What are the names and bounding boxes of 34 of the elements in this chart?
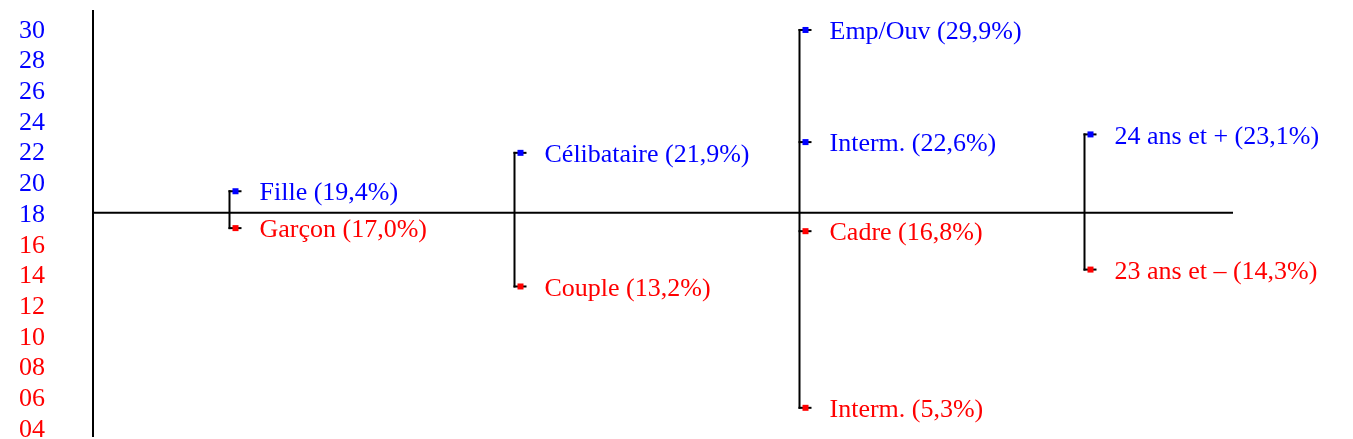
data-label: Célibataire (21,9%) (544, 138, 750, 168)
point (517, 149, 524, 156)
y-tick-label: 10 (19, 321, 45, 351)
y-tick-label: 22 (19, 137, 45, 167)
data-label: Fille (19,4%) (259, 177, 399, 207)
data-label: Cadre (16,8%) (829, 217, 983, 247)
y-tick-label: 30 (19, 14, 45, 44)
point (802, 26, 809, 33)
point (232, 188, 239, 195)
data-label: 24 ans et + (23,1%) (1114, 120, 1320, 150)
data-label: Interm. (5,3%) (829, 393, 984, 423)
y-tick-label: 18 (19, 198, 45, 228)
point (802, 139, 809, 146)
y-tick-label: 14 (19, 260, 45, 290)
point (232, 225, 239, 232)
y-tick-label: 12 (19, 291, 45, 321)
y-tick-label: 20 (19, 168, 45, 198)
point (1087, 266, 1094, 273)
y-tick-label: 04 (19, 413, 45, 439)
point (1087, 131, 1094, 138)
y-tick-label: 26 (19, 75, 45, 105)
y-tick-label: 08 (19, 352, 45, 382)
point (802, 228, 809, 235)
point (517, 283, 524, 290)
y-tick-label: 28 (19, 45, 45, 75)
data-label: Garçon (17,0%) (259, 214, 427, 244)
y-tick-label: 06 (19, 383, 45, 413)
y-tick-label: 24 (19, 106, 45, 136)
data-label: 23 ans et – (14,3%) (1114, 255, 1318, 285)
data-label: Interm. (22,6%) (829, 128, 997, 158)
y-tick-label: 16 (19, 229, 45, 259)
data-label: Emp/Ouv (29,9%) (829, 16, 1022, 46)
data-label: Couple (13,2%) (544, 272, 711, 302)
point (802, 404, 809, 411)
